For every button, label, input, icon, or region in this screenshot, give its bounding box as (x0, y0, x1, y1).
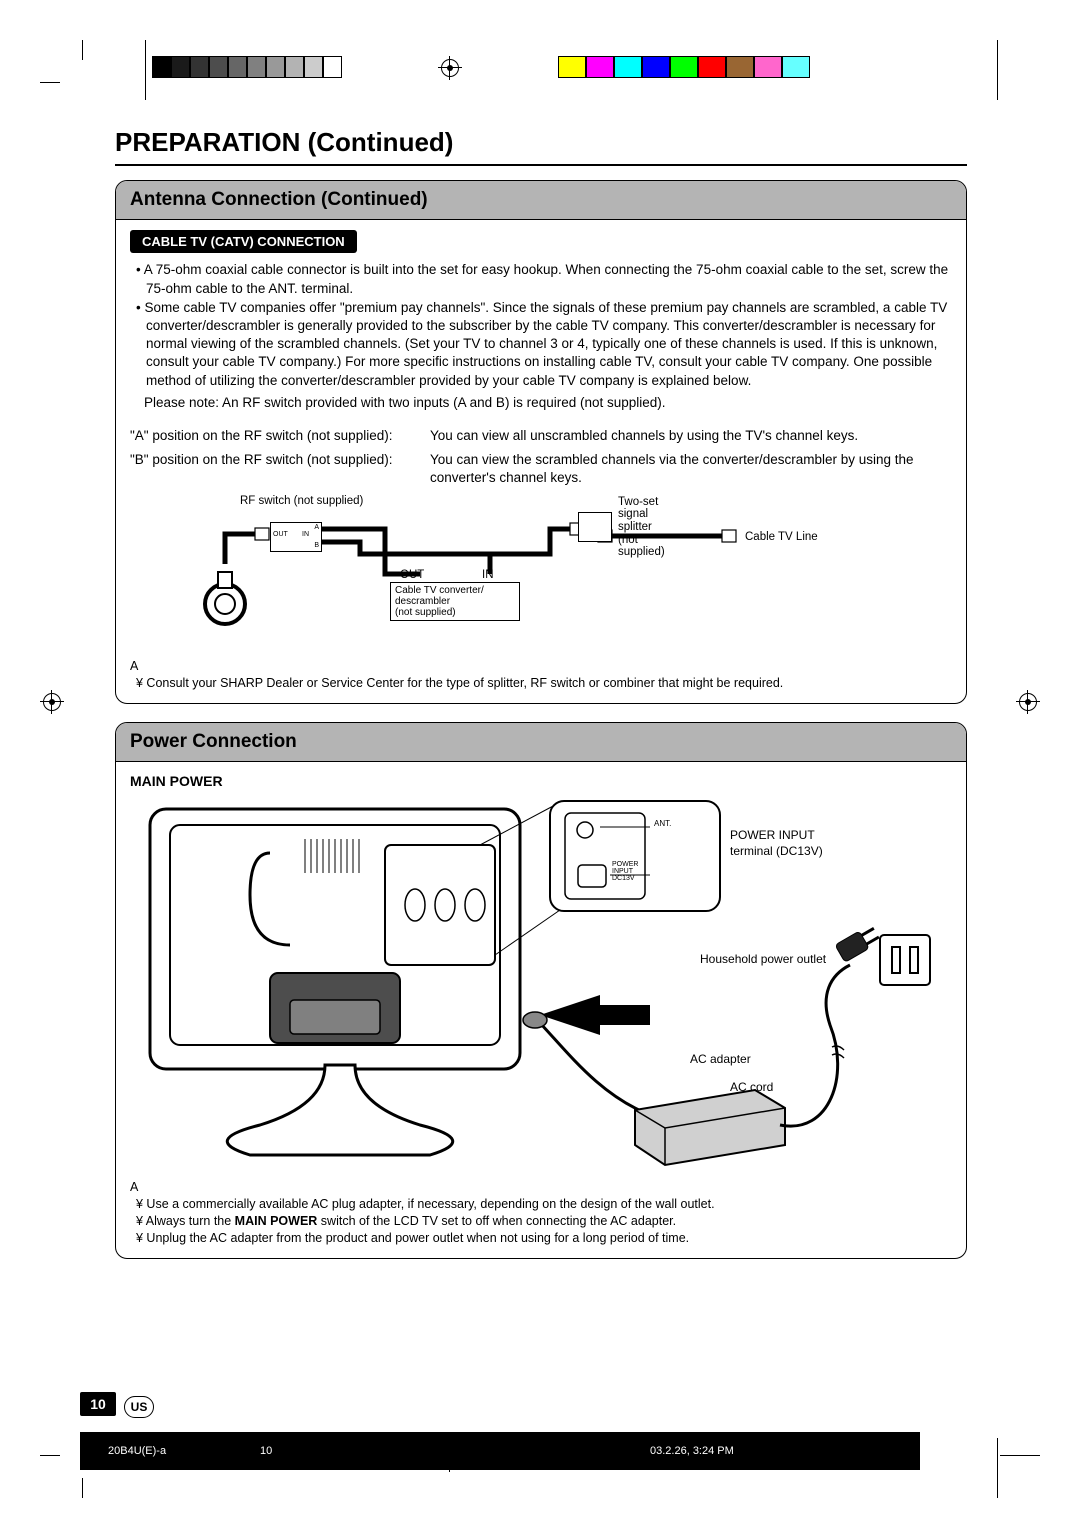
crop-mark (145, 40, 146, 100)
footer-bar: 20B4U(E)-a 10 03.2.26, 3:24 PM (80, 1432, 920, 1470)
note-text: ¥ Unplug the AC adapter from the product… (130, 1230, 952, 1247)
diagram-label: AC cord (730, 1079, 773, 1095)
page-number: 10 (80, 1392, 116, 1416)
note-symbol: A (130, 1179, 952, 1196)
region-badge: US (124, 1396, 154, 1418)
diagram-label: ANT. (654, 819, 671, 830)
section-header: Antenna Connection (Continued) (116, 181, 966, 220)
position-desc: You can view all unscrambled channels by… (430, 427, 952, 445)
crop-mark (82, 1478, 83, 1498)
subsection-heading: MAIN POWER (130, 772, 952, 791)
diagram-label: A (314, 524, 319, 532)
crop-mark (40, 1455, 60, 1456)
crop-mark (997, 1438, 998, 1498)
note-text: ¥ Consult your SHARP Dealer or Service C… (130, 675, 952, 692)
subsection-pill: CABLE TV (CATV) CONNECTION (130, 230, 357, 254)
note-text: ¥ Use a commercially available AC plug a… (130, 1196, 952, 1213)
section-header: Power Connection (116, 723, 966, 762)
page-title: PREPARATION (Continued) (115, 125, 967, 166)
connection-diagram: RF switch (not supplied) OUT IN A B OUT … (170, 494, 952, 654)
diagram-label: Two-set signal splitter (not supplied) (618, 496, 665, 559)
color-swatches (558, 56, 810, 78)
crop-mark (82, 40, 83, 60)
note-text: ¥ Always turn the MAIN POWER switch of t… (130, 1213, 952, 1230)
power-section: Power Connection MAIN POWER (115, 722, 967, 1259)
body-text: Please note: An RF switch provided with … (144, 394, 952, 412)
diagram-label: RF switch (not supplied) (240, 494, 363, 510)
footer-filename: 20B4U(E)-a (108, 1444, 166, 1459)
diagram-wires-icon (170, 494, 950, 654)
power-diagram: ANT. POWER INPUT DC13V POWER INPUT termi… (130, 795, 952, 1175)
position-desc: You can view the scrambled channels via … (430, 451, 952, 487)
note-symbol: A (130, 658, 952, 675)
diagram-label: POWER INPUT terminal (DC13V) (730, 827, 823, 859)
footer-page: 10 (260, 1444, 272, 1459)
registration-target-icon (1016, 690, 1040, 714)
registration-target-icon (40, 690, 64, 714)
position-label: "B" position on the RF switch (not suppl… (130, 451, 430, 487)
position-label: "A" position on the RF switch (not suppl… (130, 427, 430, 445)
body-text: • Some cable TV companies offer "premium… (136, 299, 952, 390)
diagram-label: Cable TV converter/ descrambler (not sup… (390, 582, 520, 621)
crop-mark (1000, 1455, 1040, 1456)
registration-target-icon (438, 56, 462, 80)
diagram-label: OUT (273, 531, 288, 539)
diagram-label: POWER INPUT DC13V (612, 861, 638, 882)
diagram-label: B (314, 542, 319, 550)
diagram-label: Cable TV Line (745, 530, 818, 546)
diagram-label: AC adapter (690, 1051, 751, 1067)
power-diagram-icon (130, 795, 950, 1175)
diagram-label: Household power outlet (700, 951, 826, 967)
crop-mark (40, 82, 60, 83)
body-text: • A 75-ohm coaxial cable connector is bu… (136, 261, 952, 297)
crop-mark (997, 40, 998, 100)
footer-timestamp: 03.2.26, 3:24 PM (650, 1444, 734, 1459)
antenna-section: Antenna Connection (Continued) CABLE TV … (115, 180, 967, 704)
diagram-label: IN (302, 531, 309, 539)
grayscale-swatches (152, 56, 342, 78)
